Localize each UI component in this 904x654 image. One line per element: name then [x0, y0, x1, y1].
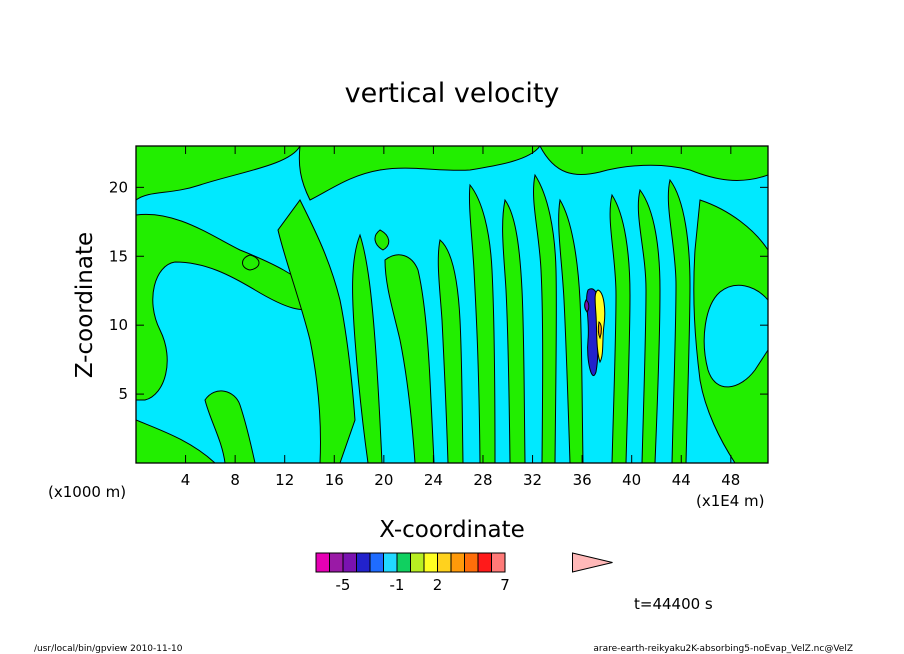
time-label: t=44400 s — [634, 595, 713, 613]
x-tick-label: 40 — [622, 471, 641, 489]
x-unit-right: (x1E4 m) — [696, 492, 765, 510]
colorbar-segment — [464, 552, 479, 573]
colorbar-segment — [477, 552, 492, 573]
y-tick-label: 5 — [118, 385, 128, 403]
colorbar-tick-label: 2 — [433, 576, 443, 594]
x-tick-label: 24 — [424, 471, 443, 489]
colorbar-segment — [437, 552, 452, 573]
chart-title: vertical velocity — [345, 78, 560, 109]
x-tick-label: 32 — [523, 471, 542, 489]
colorbar-segment — [315, 552, 330, 573]
x-tick-label: 8 — [230, 471, 240, 489]
x-tick-label: 28 — [473, 471, 492, 489]
colorbar-segment — [342, 552, 357, 573]
x-unit-left: (x1000 m) — [48, 483, 126, 501]
footer-left: /usr/local/bin/gpview 2010-11-10 — [34, 644, 183, 654]
colorbar-segment — [383, 552, 398, 573]
x-tick-label: 4 — [181, 471, 191, 489]
colorbar-segment — [356, 552, 371, 573]
colorbar-segment — [410, 552, 425, 573]
x-tick-label: 12 — [275, 471, 294, 489]
colorbar-arrow — [572, 552, 613, 573]
x-tick-label: 44 — [672, 471, 691, 489]
colorbar-segment — [423, 552, 438, 573]
contour-field — [136, 146, 768, 463]
x-axis-ticks: 4 8 12 16 20 24 28 32 36 40 44 48 — [181, 146, 740, 489]
colorbar-tick-label: -1 — [390, 576, 405, 594]
x-tick-label: 20 — [374, 471, 393, 489]
x-tick-label: 36 — [573, 471, 592, 489]
y-axis-ticks: 5 10 15 20 — [109, 178, 768, 403]
x-tick-label: 16 — [325, 471, 344, 489]
colorbar-segment — [329, 552, 344, 573]
colorbar-segment — [369, 552, 384, 573]
y-tick-label: 15 — [109, 247, 128, 265]
y-axis-title: Z-coordinate — [72, 232, 98, 378]
footer-right: arare-earth-reikyaku2K-absorbing5-noEvap… — [593, 644, 853, 654]
colorbar-segment — [396, 552, 411, 573]
y-tick-label: 10 — [109, 316, 128, 334]
colorbar-segment — [450, 552, 465, 573]
colorbar — [315, 552, 613, 573]
x-axis-title: X-coordinate — [379, 517, 525, 543]
colorbar-tick-label: 7 — [500, 576, 510, 594]
x-tick-label: 48 — [721, 471, 740, 489]
y-tick-label: 20 — [109, 178, 128, 196]
colorbar-tick-labels: -5 -1 2 7 — [336, 576, 510, 594]
colorbar-tick-label: -5 — [336, 576, 351, 594]
plot-frame — [135, 145, 769, 464]
colorbar-segment — [491, 552, 506, 573]
